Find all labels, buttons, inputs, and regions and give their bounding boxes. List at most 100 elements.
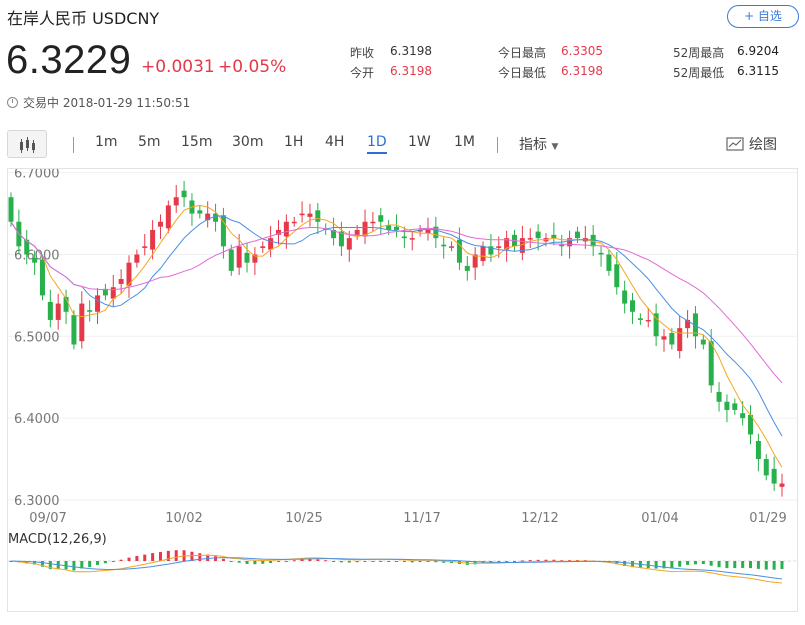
candle-body bbox=[677, 328, 683, 352]
y-tick-label: 6.7000 bbox=[14, 169, 60, 182]
candle-body bbox=[205, 213, 211, 221]
macd-histogram-bar bbox=[237, 561, 241, 563]
candle-body bbox=[700, 339, 706, 345]
indicator-menu-label: 指标 bbox=[519, 137, 547, 153]
candle-body bbox=[708, 341, 714, 386]
x-tick-label: 01/29 bbox=[749, 511, 786, 526]
period-tab-1m[interactable]: 1m bbox=[95, 134, 118, 150]
macd-histogram-bar bbox=[119, 559, 123, 561]
macd-histogram-bar bbox=[206, 554, 210, 561]
macd-histogram-bar bbox=[103, 561, 107, 564]
candle-body bbox=[409, 238, 415, 240]
candle-body bbox=[331, 229, 337, 239]
period-tab-15m[interactable]: 15m bbox=[181, 134, 213, 150]
candle-body bbox=[386, 225, 392, 230]
trading-status: 交易中 2018-01-29 11:50:51 bbox=[7, 94, 190, 111]
candle-body bbox=[370, 221, 376, 224]
candlestick-type-button[interactable] bbox=[7, 130, 47, 158]
macd-histogram-bar bbox=[276, 561, 280, 562]
macd-histogram-bar bbox=[284, 560, 288, 562]
candle-body bbox=[307, 213, 313, 217]
macd-histogram-bar bbox=[733, 561, 737, 569]
candle-body bbox=[716, 391, 722, 402]
candle-body bbox=[39, 259, 45, 296]
macd-histogram-bar bbox=[513, 561, 517, 562]
candle-body bbox=[763, 459, 769, 476]
period-tab-4h[interactable]: 4H bbox=[325, 134, 345, 150]
candle-body bbox=[567, 238, 573, 247]
y-tick-label: 6.4000 bbox=[14, 412, 60, 427]
candle-body bbox=[692, 313, 698, 337]
candle-body bbox=[755, 441, 761, 460]
candle-body bbox=[126, 262, 132, 286]
period-tab-1d[interactable]: 1D bbox=[367, 134, 387, 154]
candle-body bbox=[275, 229, 281, 235]
macd-label: MACD(12,26,9) bbox=[8, 532, 107, 547]
candle-body bbox=[244, 252, 250, 263]
y-tick-label: 6.5000 bbox=[14, 330, 60, 345]
candle-body bbox=[47, 301, 53, 320]
candle-body bbox=[142, 246, 148, 248]
add-to-watchlist-button[interactable]: + 自选 bbox=[727, 5, 799, 28]
macd-histogram-bar bbox=[158, 552, 162, 561]
candle-body bbox=[449, 246, 455, 248]
candle-body bbox=[354, 229, 360, 235]
price-chart-panel[interactable]: 6.7000 6.6000 6.5000 6.4000 6.3000 09/07 10/02… bbox=[7, 167, 798, 612]
macd-histogram-bar bbox=[418, 561, 422, 563]
macd-histogram-bar bbox=[363, 561, 367, 562]
period-tab-1w[interactable]: 1W bbox=[408, 134, 431, 150]
candle-body bbox=[732, 403, 738, 410]
candle-body bbox=[118, 279, 124, 284]
candle-body bbox=[685, 319, 691, 329]
candle-body bbox=[173, 197, 179, 206]
drawing-icon bbox=[726, 137, 744, 151]
stat-value-52w-high: 6.9204 bbox=[737, 44, 779, 58]
candle-body bbox=[622, 290, 628, 304]
candle-body bbox=[134, 254, 140, 263]
candle-body bbox=[394, 226, 399, 230]
candle-body bbox=[425, 229, 431, 234]
macd-histogram-bar bbox=[756, 561, 760, 569]
macd-histogram-bar bbox=[371, 561, 375, 562]
period-tab-30m[interactable]: 30m bbox=[232, 134, 264, 150]
macd-histogram-bar bbox=[190, 551, 194, 561]
x-tick-label: 10/02 bbox=[165, 511, 202, 526]
candle-body bbox=[71, 315, 77, 345]
indicator-menu[interactable]: 指标 ▼ bbox=[519, 134, 558, 154]
candle-body bbox=[504, 238, 510, 250]
stat-value-day-low: 6.3198 bbox=[561, 64, 603, 78]
candle-body bbox=[724, 401, 730, 410]
price-change: +0.0031 bbox=[141, 57, 215, 77]
macd-histogram-bar bbox=[544, 559, 548, 561]
macd-histogram-bar bbox=[686, 561, 690, 565]
macd-histogram-bar bbox=[379, 560, 383, 562]
macd-histogram-bar bbox=[64, 561, 68, 570]
macd-histogram-bar bbox=[198, 553, 202, 561]
period-tab-1month[interactable]: 1M bbox=[454, 134, 475, 150]
macd-histogram-bar bbox=[615, 561, 619, 565]
macd-histogram-bar bbox=[701, 561, 705, 565]
candle-body bbox=[606, 254, 612, 271]
stat-value-prev-close: 6.3198 bbox=[390, 44, 432, 58]
candle-body bbox=[55, 303, 61, 320]
macd-histogram-bar bbox=[505, 561, 509, 562]
macd-histogram-bar bbox=[387, 561, 391, 562]
stat-label-day-low: 今日最低 bbox=[498, 66, 547, 80]
candle-body bbox=[268, 238, 274, 250]
macd-histogram-bar bbox=[324, 560, 328, 562]
candle-body bbox=[213, 213, 219, 222]
period-tab-5m[interactable]: 5m bbox=[138, 134, 161, 150]
toolbar-divider bbox=[497, 137, 498, 153]
candle-body bbox=[669, 333, 675, 345]
macd-histogram-bar bbox=[410, 561, 414, 563]
macd-histogram-bar bbox=[764, 561, 768, 570]
draw-tool-button[interactable]: 绘图 bbox=[726, 134, 777, 154]
macd-histogram-bar bbox=[300, 559, 304, 561]
caret-down-icon: ▼ bbox=[551, 142, 559, 152]
period-tab-1h[interactable]: 1H bbox=[284, 134, 304, 150]
candle-body bbox=[496, 246, 502, 248]
stat-value-day-high: 6.3305 bbox=[561, 44, 603, 58]
macd-histogram-bar bbox=[127, 557, 131, 561]
candle-body bbox=[165, 205, 171, 229]
